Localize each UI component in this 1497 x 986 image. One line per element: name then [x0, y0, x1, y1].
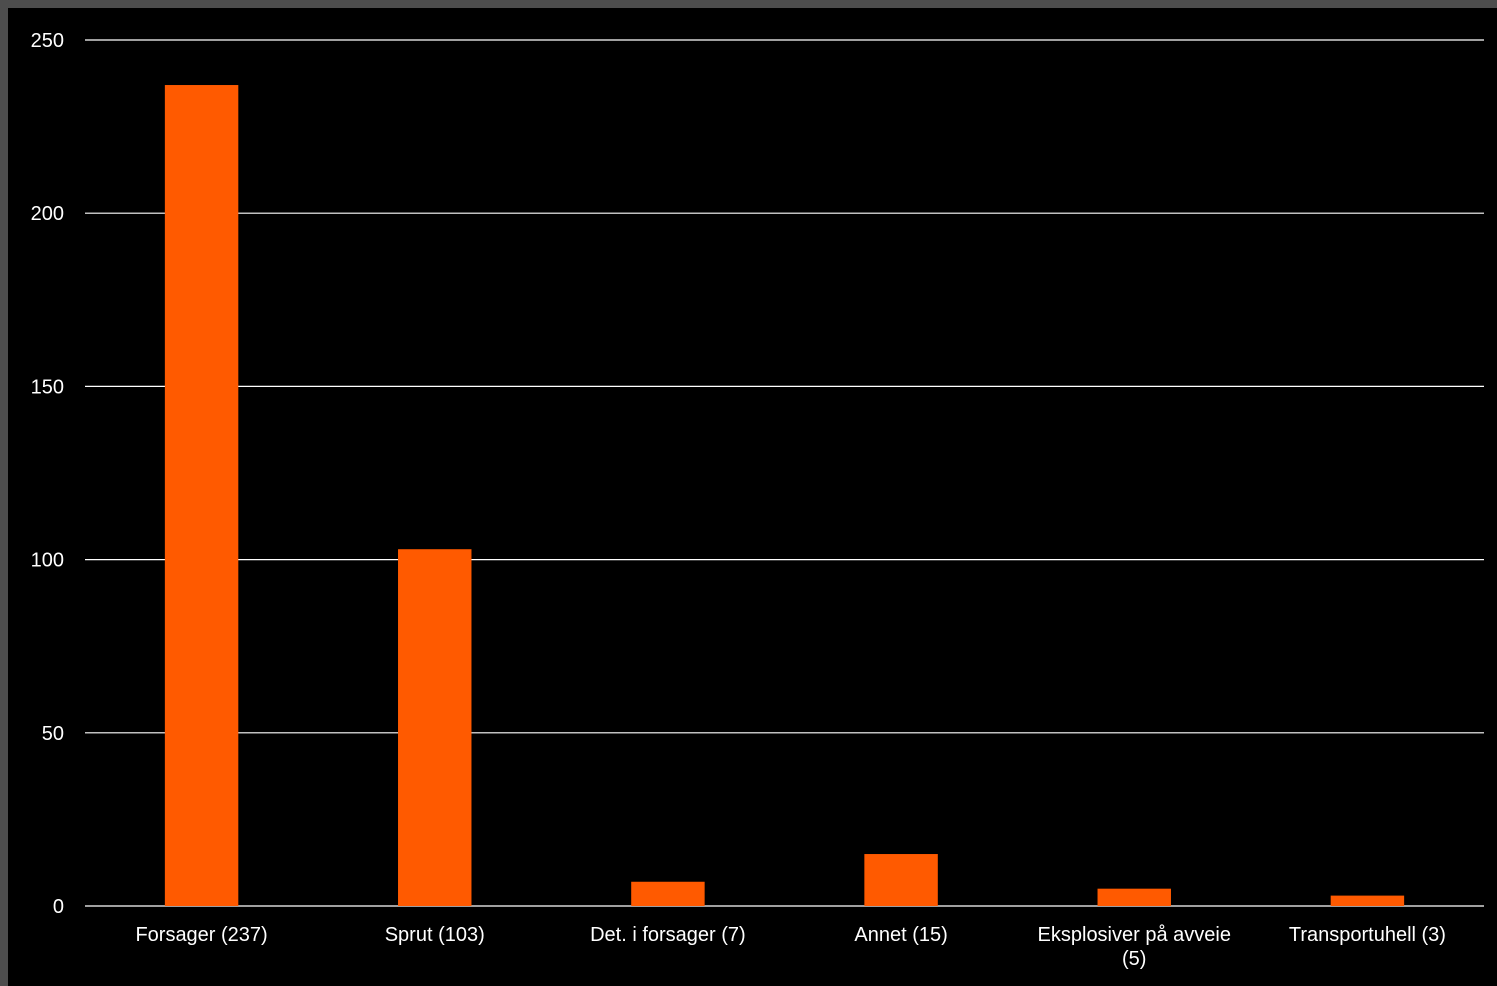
bar-4 — [864, 854, 938, 906]
bar-6 — [1330, 895, 1405, 906]
x-tick-label-line: Sprut (103) — [385, 924, 485, 946]
x-tick-label-line: Eksplosiver på avveie — [1038, 924, 1231, 946]
y-tick-label: 50 — [42, 723, 64, 745]
x-tick-label-line: Transportuhell (3) — [1289, 924, 1446, 946]
x-axis: Forsager (237) Sprut (103) Det. i forsager… — [135, 924, 1446, 970]
bar-2 — [398, 549, 472, 906]
bar-5 — [1097, 888, 1171, 906]
x-tick-label-line: Forsager (237) — [135, 924, 267, 946]
y-axis: 0 50 100 150 200 250 — [31, 30, 64, 918]
y-tick-label: 150 — [31, 376, 64, 398]
x-tick-label: Forsager (237) — [135, 924, 267, 946]
bar-1 — [164, 85, 239, 907]
x-tick-label: Transportuhell (3) — [1289, 924, 1446, 946]
x-tick-label-line: Annet (15) — [854, 924, 947, 946]
y-tick-label: 200 — [31, 203, 64, 225]
x-tick-label-line: Det. i forsager (7) — [590, 924, 746, 946]
x-tick-label: Det. i forsager (7) — [590, 924, 746, 946]
y-tick-label: 250 — [31, 30, 64, 52]
bars — [164, 85, 1405, 907]
y-tick-label: 0 — [53, 896, 64, 918]
x-tick-label: Sprut (103) — [385, 924, 485, 946]
y-tick-label: 100 — [31, 550, 64, 572]
bar-chart: 0 50 100 150 200 250 Forsager (237) Sprut (103… — [31, 30, 1484, 970]
x-tick-label: Annet (15) — [854, 924, 947, 946]
gridlines — [85, 39, 1484, 907]
bar-3 — [631, 881, 705, 906]
x-tick-label-line: (5) — [1122, 948, 1146, 970]
x-tick-label: Eksplosiver på avveie (5) — [1038, 924, 1231, 970]
